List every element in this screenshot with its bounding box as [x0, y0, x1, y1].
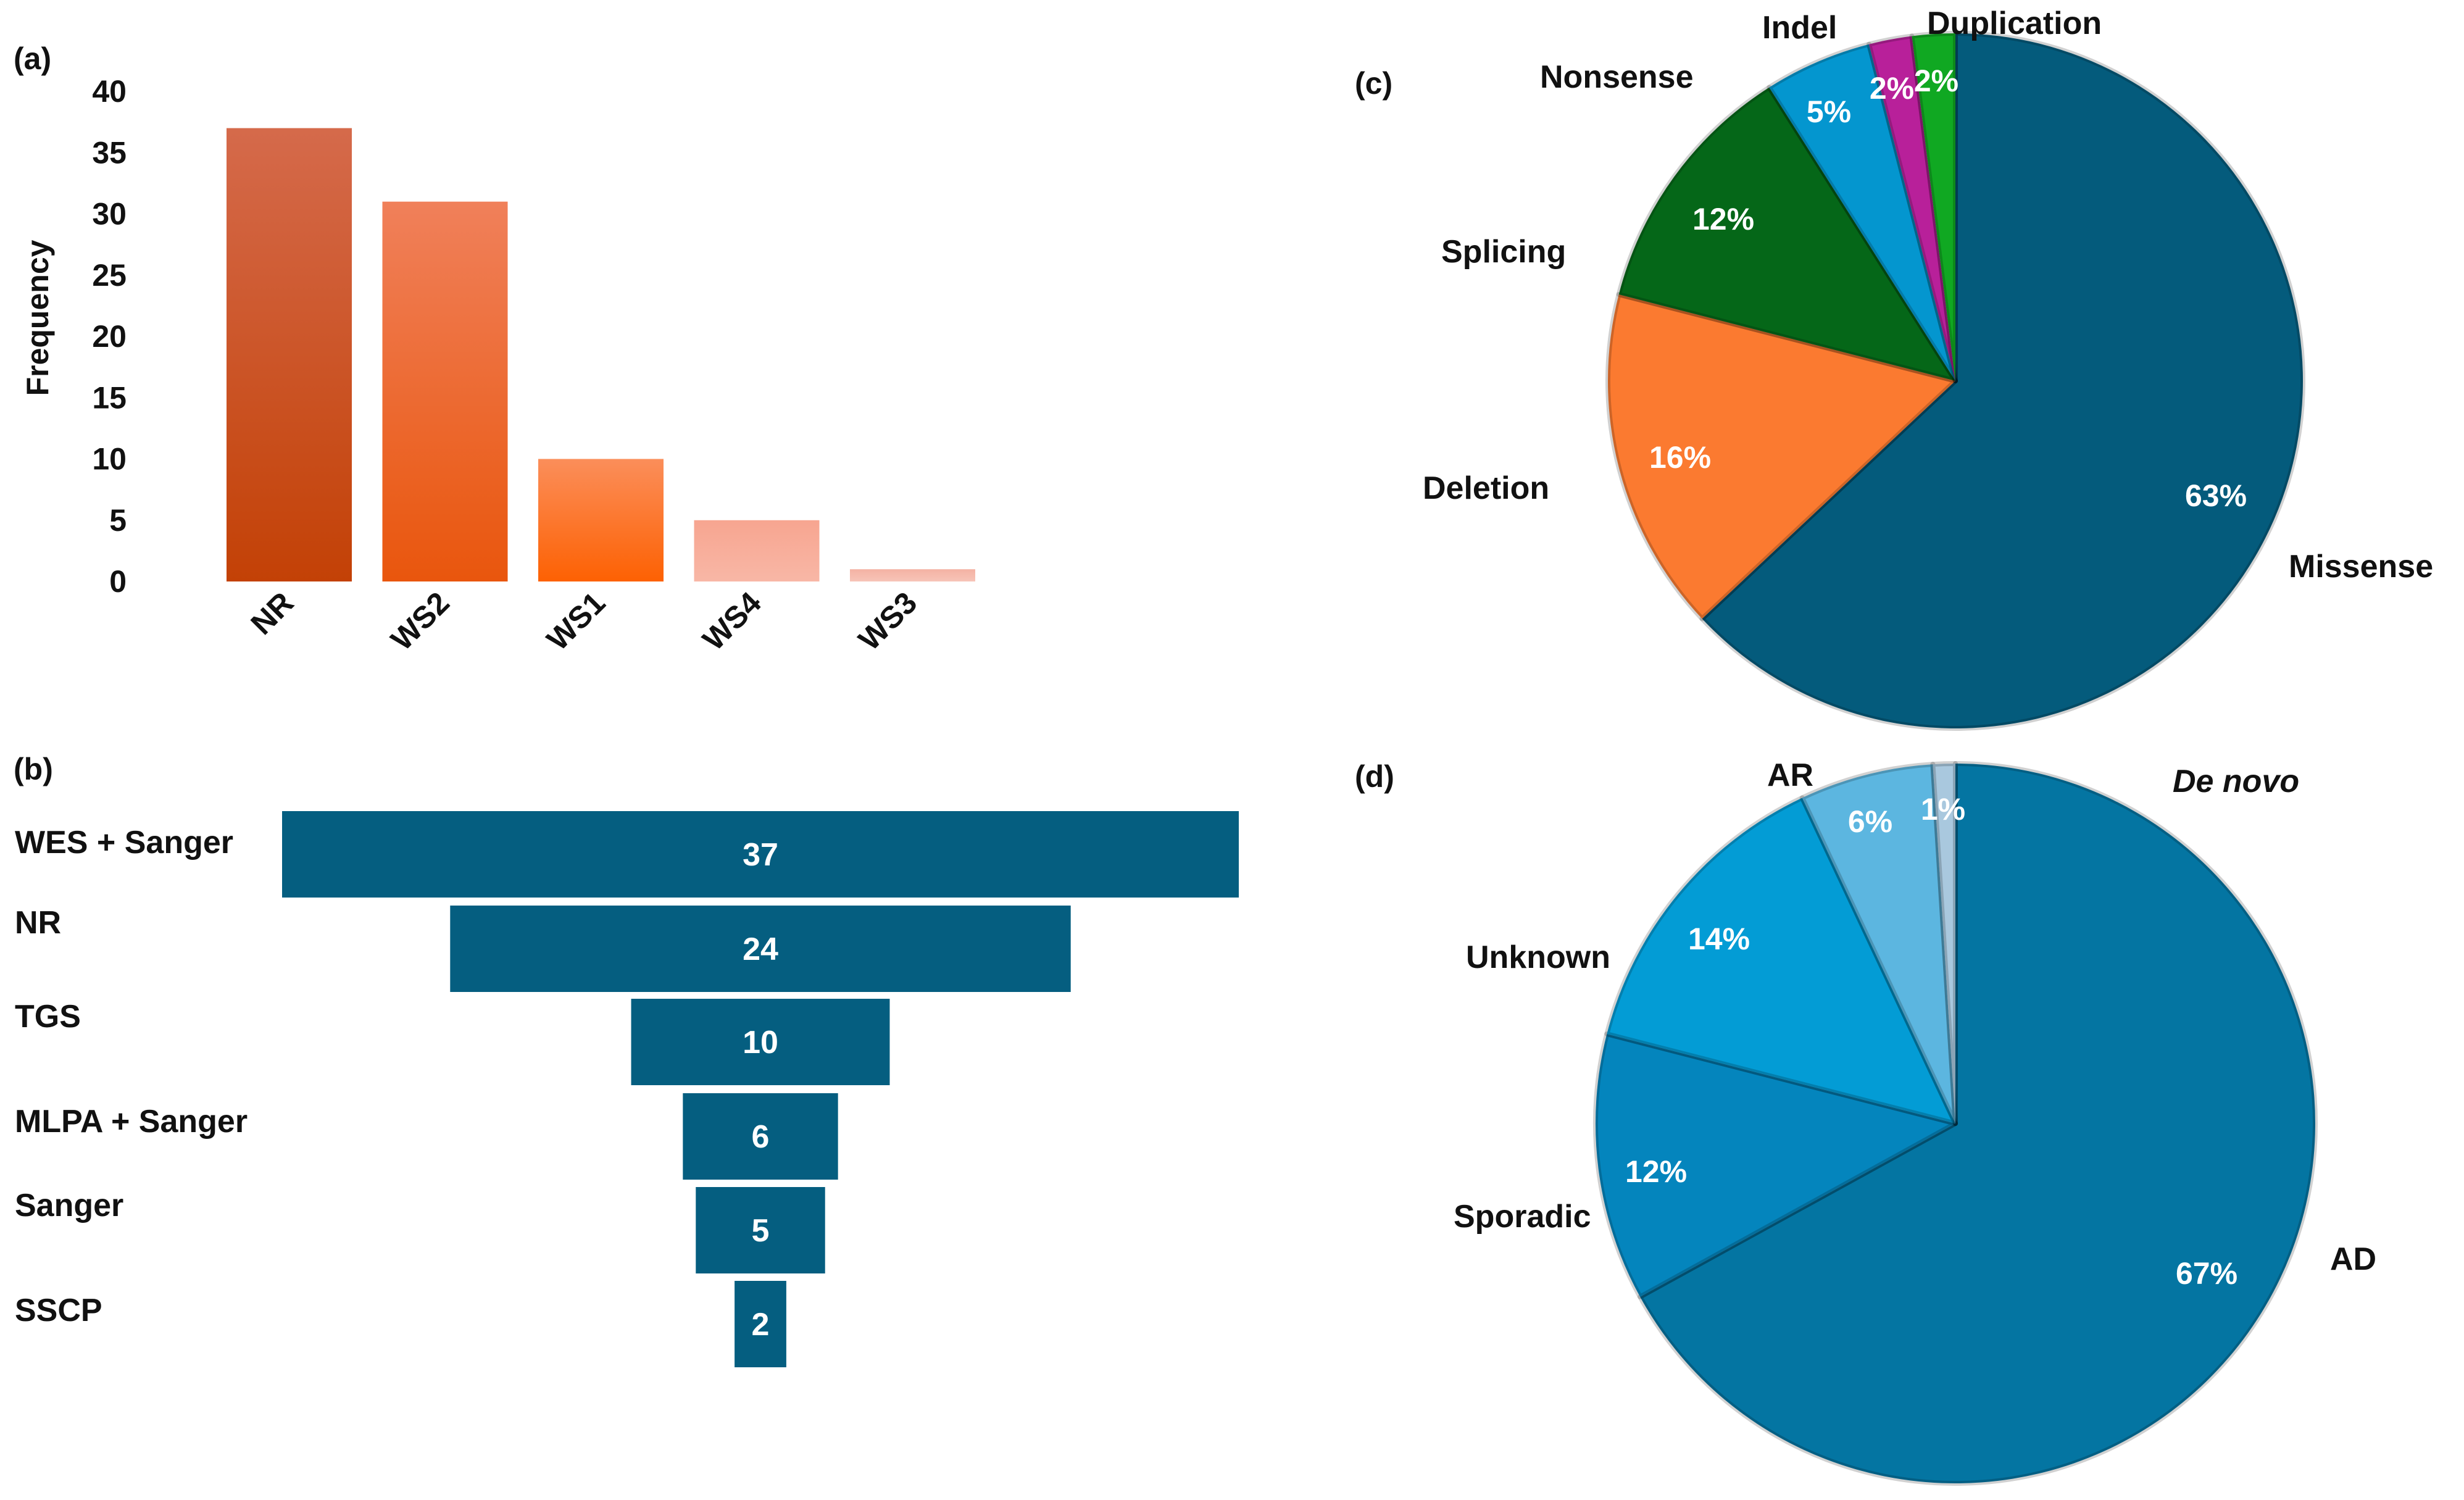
funnel-label-nr: NR [15, 905, 61, 941]
y-tick-10: 10 [92, 442, 127, 477]
category-label-indel: Indel [1762, 10, 1837, 46]
panel-c-label: (c) [1355, 66, 1392, 101]
pie-category-labels: AD Sporadic Unknown AR De novo [1454, 757, 2376, 1277]
funnel-value-tgs: 10 [743, 1025, 778, 1060]
x-tick-ws2: WS2 [385, 585, 456, 657]
percent-label-duplication: 2% [1914, 64, 1958, 98]
percent-label-ad: 67% [2176, 1256, 2237, 1291]
y-tick-30: 30 [92, 197, 127, 231]
category-label-ar: AR [1767, 757, 1813, 793]
x-tick-nr: NR [244, 585, 301, 641]
funnel-bars [282, 811, 1239, 1367]
y-tick-5: 5 [109, 503, 127, 538]
funnel-bar-sanger [696, 1187, 825, 1273]
category-label-deletion: Deletion [1423, 470, 1549, 506]
pie-percent-labels: 67% 12% 14% 6% 1% [1625, 792, 2237, 1291]
slice-unknown [1604, 795, 1958, 1126]
category-label-de-novo: De novo [2173, 764, 2299, 799]
funnel-label-sscp: SSCP [15, 1293, 102, 1328]
category-label-duplication: Duplication [1927, 6, 2102, 41]
category-label-unknown: Unknown [1466, 940, 1610, 975]
category-label-sporadic: Sporadic [1454, 1199, 1591, 1235]
percent-label-sporadic: 12% [1625, 1154, 1687, 1189]
x-tick-ws1: WS1 [540, 585, 612, 657]
percent-label-unknown: 14% [1688, 922, 1750, 956]
percent-label-splicing: 12% [1692, 202, 1754, 236]
funnel-bar-tgs [631, 999, 890, 1085]
bar-ws2 [382, 201, 508, 581]
slice-indel [1866, 33, 1958, 383]
slice-splicing [1616, 85, 1958, 383]
percent-label-ar: 6% [1848, 804, 1892, 839]
funnel-bar-mlpa-sanger [683, 1093, 838, 1180]
panel-d-pie-chart: (d) 67% 12% 14% 6% 1% AD Sporadic Unknown AR De … [1355, 757, 2376, 1486]
funnel-label-tgs: TGS [15, 999, 81, 1035]
funnel-bar-wes-sanger [282, 811, 1239, 898]
panel-a-bar-chart: (a) Frequency 0 5 10 15 20 25 30 35 40 NR WS2 WS1 W… [14, 41, 975, 657]
funnel-value-mlpa-sanger: 6 [752, 1119, 770, 1155]
panel-b-funnel-chart: (b) WES + Sanger NR TGS MLPA + Sanger Sanger… [14, 752, 1239, 1367]
pie-slices [1605, 31, 2305, 731]
funnel-bar-nr [450, 906, 1071, 992]
y-tick-20: 20 [92, 319, 127, 354]
slice-missense [1699, 31, 2305, 731]
funnel-value-wes-sanger: 37 [743, 837, 778, 873]
percent-label-nonsense: 5% [1807, 94, 1851, 129]
pie-percent-labels: 63% 16% 12% 5% 2% 2% [1649, 64, 2247, 513]
percent-label-de-novo: 1% [1921, 792, 1965, 827]
bar-ws1 [538, 459, 664, 581]
category-label-missense: Missense [2289, 549, 2433, 585]
bars [227, 128, 975, 582]
y-tick-labels: 0 5 10 15 20 25 30 35 40 [92, 74, 127, 599]
funnel-bar-sscp [735, 1281, 786, 1367]
panel-c-pie-chart: (c) 63% 16% 12% 5% 2% 2% Missense Deletion Spli… [1355, 6, 2433, 731]
category-label-nonsense: Nonsense [1540, 59, 1694, 95]
slice-sporadic [1593, 1031, 1958, 1299]
panel-b-label: (b) [14, 752, 53, 786]
slice-ar [1799, 762, 1958, 1126]
funnel-value-sscp: 2 [752, 1307, 770, 1343]
funnel-value-labels: 37 24 10 6 5 2 [743, 837, 778, 1343]
slice-duplication [1909, 31, 1958, 383]
funnel-label-mlpa-sanger: MLPA + Sanger [15, 1104, 248, 1140]
y-tick-15: 15 [92, 380, 127, 415]
category-label-ad: AD [2330, 1241, 2376, 1277]
y-tick-40: 40 [92, 74, 127, 109]
y-axis-label: Frequency [20, 240, 55, 396]
slice-nonsense [1767, 41, 1958, 383]
y-tick-25: 25 [92, 258, 127, 293]
pie-category-labels: Missense Deletion Splicing Nonsense Indel Dup… [1423, 6, 2433, 585]
pie-slices [1593, 761, 2318, 1486]
percent-label-missense: 63% [2185, 478, 2247, 513]
percent-label-indel: 2% [1870, 71, 1914, 106]
funnel-label-wes-sanger: WES + Sanger [15, 825, 233, 860]
funnel-value-nr: 24 [743, 931, 778, 967]
funnel-label-sanger: Sanger [15, 1188, 123, 1223]
panel-d-label: (d) [1355, 759, 1394, 794]
x-tick-labels: NR WS2 WS1 WS4 WS3 [244, 585, 924, 657]
slice-deletion [1605, 291, 1958, 622]
category-labels: WES + Sanger NR TGS MLPA + Sanger Sanger SSCP [15, 825, 248, 1328]
y-tick-0: 0 [109, 564, 127, 599]
percent-label-deletion: 16% [1649, 440, 1711, 475]
category-label-splicing: Splicing [1441, 234, 1566, 270]
x-tick-ws4: WS4 [696, 585, 768, 657]
bar-nr [227, 128, 352, 582]
funnel-value-sanger: 5 [752, 1213, 770, 1249]
slice-de-novo [1930, 761, 1958, 1126]
bar-ws4 [694, 520, 820, 581]
slice-ad [1638, 761, 2318, 1486]
bar-ws3 [850, 569, 975, 581]
panel-a-label: (a) [14, 41, 51, 76]
y-tick-35: 35 [92, 135, 127, 170]
x-tick-ws3: WS3 [852, 585, 923, 657]
